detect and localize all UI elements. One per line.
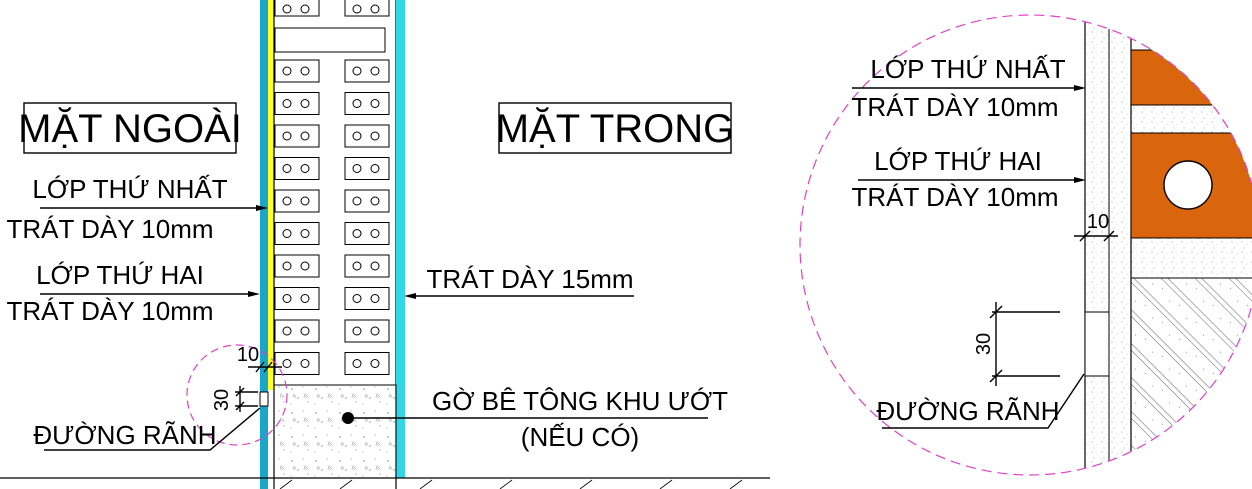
outside-face-box [23,102,237,154]
brick [344,222,390,245]
right-layer2-title: LỚP THỨ HAI [874,146,1042,176]
inside-face-label: MẶT TRONG [496,106,735,151]
detail-groove-notch [1084,311,1110,377]
left-layer1-thickness: TRÁT DÀY 10mm [6,214,213,244]
left-dim-layer-value: 10 [237,344,259,366]
concrete-curb [273,384,397,479]
groove-notch [259,391,269,407]
brick [344,287,390,310]
brick [344,157,390,180]
brick [274,254,320,278]
right-dim-groove-value: 30 [973,333,995,355]
left-layer2-title: LỚP THỨ HAI [36,260,204,290]
right-section: LỚP THỨ NHẤT TRÁT DÀY 10mm LỚP THỨ HAI T… [799,14,1252,476]
inner-plaster-layer [396,0,405,478]
right-layer1-thickness: TRÁT DÀY 10mm [851,92,1058,122]
left-dim-groove-value: 30 [211,389,233,411]
brick [274,222,320,245]
right-groove-label: ĐƯỜNG RÃNH [876,396,1059,426]
curb-label-line1: GỜ BÊ TÔNG KHU ƯỚT [432,386,728,416]
brick-courses [274,0,390,375]
brick [344,189,390,213]
brick [274,319,320,343]
left-section: MẶT NGOÀI MẶT TRONG LỚP THỨ NHẤT TRÁT DÀ… [0,0,770,489]
brick [344,0,390,17]
brick [274,352,320,375]
brick [344,254,390,278]
brick [274,189,320,213]
detail-outer-plaster [1085,15,1109,475]
right-layer2-thickness: TRÁT DÀY 10mm [851,182,1058,212]
brick [344,92,390,115]
brick [344,124,390,148]
right-dim-layer-value: 10 [1087,211,1109,233]
brick [274,92,320,115]
brick [274,124,320,148]
inside-face-box [498,102,732,154]
header-brick [274,27,386,53]
brick [344,352,390,375]
detail-callout-circle [186,344,288,446]
second-plaster-layer [268,0,274,390]
detail-brick-upper [1130,49,1252,106]
left-layer2-thickness: TRÁT DÀY 10mm [6,296,213,326]
curb-label-line2: (NẾU CÓ) [521,422,639,452]
outside-face-label: MẶT NGOÀI [18,106,242,151]
detail-boundary-circle [799,14,1252,476]
brick [274,157,320,180]
detail-concrete-curb [1130,277,1252,475]
brick [274,0,320,17]
detail-brick-hole [1163,160,1213,210]
detail-second-plaster [1109,15,1131,475]
right-layer1-title: LỚP THỨ NHẤT [870,54,1065,84]
brick [344,59,390,83]
brick [274,59,320,83]
left-groove-label: ĐƯỜNG RÃNH [33,420,216,450]
left-layer1-title: LỚP THỨ NHẤT [32,174,227,204]
brick [344,319,390,343]
brick [274,287,320,310]
inner-plaster-label: TRÁT DÀY 15mm [426,264,633,294]
outer-plaster-layer [260,0,268,489]
